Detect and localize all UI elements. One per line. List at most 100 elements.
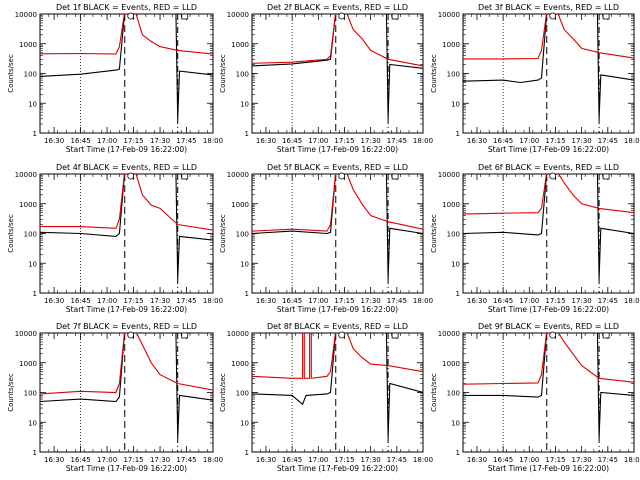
y-tick-label: 10000: [227, 11, 249, 19]
plot-frame: [462, 332, 635, 453]
x-tick-label: 16:45: [493, 297, 513, 305]
x-tick-label: 16:30: [467, 456, 487, 464]
plot-frame: [39, 13, 214, 134]
x-axis-label: Start Time (17-Feb-09 16:22:00): [277, 145, 398, 154]
x-tick-label: 16:30: [44, 297, 64, 305]
y-tick-label: 100: [447, 390, 460, 398]
x-tick-label: 17:30: [572, 137, 592, 145]
events-series-line: [252, 14, 423, 119]
x-tick-label: 17:45: [176, 137, 196, 145]
circle-marker: [549, 172, 557, 180]
x-tick-label: 17:45: [387, 137, 407, 145]
panel-2: Det 2f BLACK = Events, RED = LLD 1 10 100 10…: [219, 3, 433, 154]
x-tick-label: 17:00: [308, 137, 328, 145]
x-tick-label: 18:00: [413, 456, 433, 464]
lld-series-line: [40, 14, 213, 55]
y-tick-label: 10: [240, 260, 249, 268]
y-axis-label: Counts/sec: [219, 214, 227, 253]
y-tick-label: 1000: [19, 41, 37, 49]
x-tick-label: 18:00: [413, 297, 433, 305]
lld-series-line: [40, 333, 213, 395]
y-tick-label: 100: [24, 390, 37, 398]
y-tick-label: 100: [236, 231, 249, 239]
y-tick-label: 1000: [231, 201, 249, 209]
square-marker: [181, 332, 189, 339]
y-tick-label: 10000: [438, 11, 460, 19]
x-tick-label: 17:45: [176, 297, 196, 305]
x-tick-label: 16:30: [467, 297, 487, 305]
x-tick-label: 17:45: [176, 456, 196, 464]
circle-marker: [127, 331, 135, 339]
y-tick-label: 100: [24, 231, 37, 239]
panel-title: Det 2f BLACK = Events, RED = LLD: [267, 3, 408, 12]
panel-title: Det 4f BLACK = Events, RED = LLD: [56, 163, 197, 172]
y-tick-label: 10: [28, 260, 37, 268]
y-tick-label: 10000: [438, 171, 460, 179]
x-tick-label: 17:15: [545, 297, 565, 305]
x-tick-label: 17:00: [97, 456, 117, 464]
y-tick-label: 1: [456, 130, 460, 138]
x-tick-label: 18:00: [624, 456, 640, 464]
y-tick-label: 1: [33, 130, 37, 138]
x-tick-label: 17:15: [123, 456, 143, 464]
y-tick-label: 1: [245, 449, 249, 457]
y-tick-label: 10: [240, 419, 249, 427]
x-tick-label: 17:15: [123, 297, 143, 305]
square-marker: [391, 332, 399, 339]
circle-marker: [549, 331, 557, 339]
square-marker: [391, 13, 399, 20]
x-tick-label: 16:45: [71, 456, 91, 464]
x-tick-label: 18:00: [624, 297, 640, 305]
x-tick-label: 17:30: [150, 137, 170, 145]
x-tick-label: 16:30: [256, 137, 276, 145]
x-tick-label: 16:30: [256, 456, 276, 464]
x-tick-label: 17:30: [572, 456, 592, 464]
panel-5: Det 5f BLACK = Events, RED = LLD 1 10 100 10…: [219, 163, 433, 314]
lld-series-line: [463, 14, 634, 60]
x-tick-label: 17:45: [598, 456, 618, 464]
panel-title: Det 6f BLACK = Events, RED = LLD: [478, 163, 619, 172]
lld-series-line: [463, 174, 634, 215]
panel-title: Det 7f BLACK = Events, RED = LLD: [56, 322, 197, 331]
panel-title: Det 1f BLACK = Events, RED = LLD: [56, 3, 197, 12]
x-tick-label: 17:30: [150, 456, 170, 464]
x-tick-label: 17:00: [519, 297, 539, 305]
x-axis-label: Start Time (17-Feb-09 16:22:00): [488, 464, 609, 473]
y-tick-label: 10000: [15, 330, 37, 338]
y-tick-label: 1000: [231, 41, 249, 49]
square-marker: [181, 173, 189, 180]
x-tick-label: 17:45: [387, 297, 407, 305]
lld-series-line: [252, 333, 423, 379]
panel-6: Det 6f BLACK = Events, RED = LLD 1 10 100 10…: [430, 163, 640, 314]
x-tick-label: 16:45: [71, 137, 91, 145]
x-axis-label: Start Time (17-Feb-09 16:22:00): [66, 305, 187, 314]
x-axis-label: Start Time (17-Feb-09 16:22:00): [66, 145, 187, 154]
x-tick-label: 17:00: [519, 456, 539, 464]
x-tick-label: 16:45: [493, 137, 513, 145]
square-marker: [602, 332, 610, 339]
y-tick-label: 1: [245, 290, 249, 298]
panel-4: Det 4f BLACK = Events, RED = LLD 1 10 100 10…: [7, 163, 223, 314]
x-tick-label: 17:45: [598, 137, 618, 145]
y-tick-label: 1000: [442, 201, 460, 209]
x-tick-label: 16:30: [256, 297, 276, 305]
lld-series-line: [463, 333, 634, 385]
lld-series-line: [252, 174, 423, 232]
x-axis-label: Start Time (17-Feb-09 16:22:00): [488, 145, 609, 154]
events-series-line: [252, 174, 423, 279]
x-tick-label: 17:00: [308, 456, 328, 464]
y-axis-label: Counts/sec: [219, 373, 227, 412]
y-tick-label: 1: [456, 290, 460, 298]
lld-series-line: [40, 174, 213, 231]
x-tick-label: 17:00: [519, 137, 539, 145]
x-tick-label: 17:45: [598, 297, 618, 305]
x-tick-label: 17:15: [334, 456, 354, 464]
panel-7: Det 7f BLACK = Events, RED = LLD 1 10 100 10…: [7, 322, 223, 473]
y-tick-label: 100: [447, 71, 460, 79]
x-axis-label: Start Time (17-Feb-09 16:22:00): [488, 305, 609, 314]
plot-frame: [462, 13, 635, 134]
y-axis-label: Counts/sec: [7, 214, 15, 253]
x-tick-label: 18:00: [203, 456, 223, 464]
y-tick-label: 1000: [442, 41, 460, 49]
